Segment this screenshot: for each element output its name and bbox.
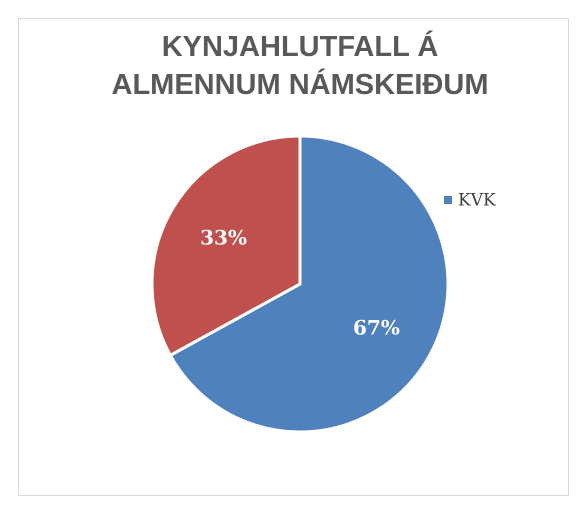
data-label: 67% [353, 316, 400, 340]
chart-frame [18, 18, 569, 496]
pie-slice [168, 134, 450, 434]
chart-title: KYNJAHLUTFALL Á ALMENNUM NÁMSKEIÐUM [111, 31, 489, 101]
legend-swatch [444, 196, 452, 204]
legend-label: KVK [458, 191, 496, 211]
data-label: 33% [200, 225, 247, 249]
pie-slice [150, 134, 302, 358]
